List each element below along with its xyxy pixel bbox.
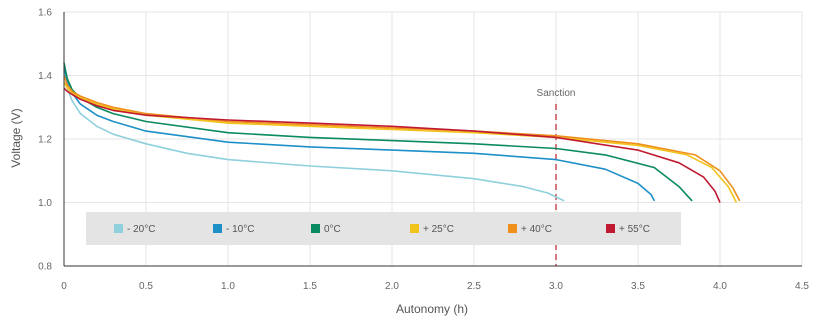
x-tick-label: 2.0 bbox=[385, 281, 399, 292]
y-tick-label: 1.4 bbox=[38, 71, 52, 82]
series-layer bbox=[63, 62, 741, 203]
legend-label: - 20°C bbox=[127, 224, 155, 235]
legend-swatch bbox=[606, 224, 615, 233]
y-tick-label: 1.0 bbox=[38, 198, 52, 209]
legend-item[interactable]: + 55°C bbox=[606, 224, 650, 235]
x-tick-label: 3.0 bbox=[549, 281, 563, 292]
x-tick-label: 4.5 bbox=[795, 281, 809, 292]
legend-swatch bbox=[410, 224, 419, 233]
x-tick-label: 1.5 bbox=[303, 281, 317, 292]
series-line bbox=[63, 87, 721, 203]
y-tick-label: 0.8 bbox=[38, 262, 52, 273]
x-tick-label: 0.5 bbox=[139, 281, 153, 292]
legend-label: - 10°C bbox=[226, 224, 254, 235]
axes: Autonomy (h) Voltage (V) 0 0.5 1.0 1.5 2.0 2.… bbox=[9, 8, 809, 317]
x-tick-label: 3.5 bbox=[631, 281, 645, 292]
sanction-label: Sanction bbox=[537, 88, 576, 99]
legend-swatch bbox=[114, 224, 123, 233]
legend[interactable]: - 20°C - 10°C 0°C + 25°C + 40°C + 55°C bbox=[86, 212, 681, 245]
x-tick-label: 0 bbox=[61, 281, 67, 292]
legend-label: + 55°C bbox=[619, 224, 650, 235]
y-axis-label: Voltage (V) bbox=[9, 108, 23, 167]
legend-background bbox=[86, 212, 681, 245]
legend-item[interactable]: + 40°C bbox=[508, 224, 552, 235]
legend-swatch bbox=[213, 224, 222, 233]
series-line bbox=[63, 69, 565, 202]
legend-label: 0°C bbox=[324, 224, 341, 235]
legend-item[interactable]: - 10°C bbox=[213, 224, 254, 235]
legend-swatch bbox=[508, 224, 517, 233]
series-line bbox=[63, 65, 656, 202]
legend-label: + 25°C bbox=[423, 224, 454, 235]
x-axis-label: Autonomy (h) bbox=[396, 302, 468, 316]
legend-label: + 40°C bbox=[521, 224, 552, 235]
x-tick-label: 1.0 bbox=[221, 281, 235, 292]
legend-item[interactable]: 0°C bbox=[311, 224, 341, 235]
x-tick-label: 4.0 bbox=[713, 281, 727, 292]
legend-item[interactable]: - 20°C bbox=[114, 224, 155, 235]
legend-swatch bbox=[311, 224, 320, 233]
series-line bbox=[63, 81, 738, 203]
y-tick-label: 1.6 bbox=[38, 8, 52, 19]
x-tick-label: 2.5 bbox=[467, 281, 481, 292]
series-line bbox=[63, 62, 693, 202]
y-tick-label: 1.2 bbox=[38, 135, 52, 146]
legend-item[interactable]: + 25°C bbox=[410, 224, 454, 235]
series-line bbox=[63, 75, 741, 202]
